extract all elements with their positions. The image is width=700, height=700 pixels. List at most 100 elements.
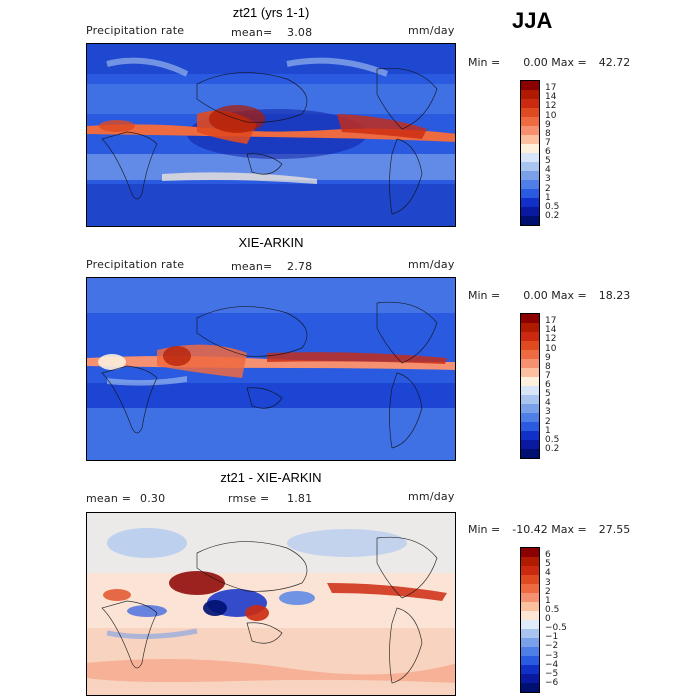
colorbar-swatch — [521, 171, 539, 180]
panel-1-min-value: 0.00 — [523, 56, 548, 69]
panel-3-title: zt21 - XIE-ARKIN — [220, 470, 322, 485]
panel-2-min-label: Min = — [468, 289, 501, 302]
colorbar-swatch — [521, 81, 539, 90]
colorbar-tick-label: 6 — [545, 147, 551, 157]
panel-3-mean-value: 0.30 — [140, 492, 166, 505]
colorbar-swatch — [521, 386, 539, 395]
colorbar-tick-label: 14 — [545, 92, 557, 103]
colorbar-swatch — [521, 665, 539, 674]
panel-3-rmse-label: rmse = — [228, 492, 270, 505]
panel-3-max-value: 27.55 — [598, 523, 631, 536]
colorbar-tick-label: 0.5 — [545, 434, 560, 445]
colorbar-swatch — [521, 395, 539, 404]
colorbar-tick-label: 14 — [545, 325, 557, 336]
colorbar-tick-label: 6 — [545, 380, 551, 390]
panel-3-min-label: Min = — [468, 523, 501, 536]
panel-1-max-value: 42.72 — [598, 56, 631, 69]
colorbar-swatch — [521, 180, 539, 189]
colorbar-swatch — [521, 575, 539, 584]
panel-1-mean-value: 3.08 — [287, 26, 313, 39]
colorbar-swatch — [521, 216, 539, 225]
panel-1-units: mm/day — [408, 24, 455, 37]
colorbar-swatch — [521, 422, 539, 431]
colorbar-tick-label: 0.5 — [545, 201, 560, 212]
colorbar-swatch — [521, 108, 539, 117]
colorbar-swatch — [521, 377, 539, 386]
colorbar-tick-label: −1 — [545, 632, 559, 643]
colorbar-tick-label: −3 — [545, 650, 559, 661]
panel-3-mean-label: mean = — [86, 492, 132, 505]
colorbar-tick-label: 5 — [545, 559, 551, 570]
colorbar-swatch — [521, 90, 539, 99]
colorbar-tick-label: 9 — [545, 352, 551, 363]
colorbar-swatch — [521, 566, 539, 575]
panel-1-max-label: Max = — [551, 56, 587, 69]
panel-3-max-label: Max = — [551, 523, 587, 536]
colorbar-tick-label: 3 — [545, 174, 551, 185]
panel-3-rmse-value: 1.81 — [287, 492, 313, 505]
panel-1-min-label: Min = — [468, 56, 501, 69]
colorbar-swatch — [521, 323, 539, 332]
panel-2-colorbar — [520, 313, 540, 459]
colorbar-swatch — [521, 584, 539, 593]
panel-3-min-value: -10.42 — [512, 523, 548, 536]
colorbar-tick-label: 9 — [545, 119, 551, 130]
colorbar-swatch — [521, 602, 539, 611]
season-label: JJA — [512, 8, 553, 33]
colorbar-tick-label: 12 — [545, 334, 557, 345]
panel-3-colorbar — [520, 547, 540, 693]
colorbar-tick-label: 4 — [545, 398, 551, 409]
colorbar-tick-label: 7 — [545, 370, 551, 381]
colorbar-swatch — [521, 440, 539, 449]
colorbar-swatch — [521, 198, 539, 207]
colorbar-swatch — [521, 144, 539, 153]
panel-1-colorbar — [520, 80, 540, 226]
panel-2-mean-label: mean= — [231, 260, 273, 273]
colorbar-tick-label: −2 — [545, 641, 559, 652]
panel-1-mean-label: mean= — [231, 26, 273, 39]
panel-2-minmax: Min = 0.00 Max = 18.23 — [468, 289, 630, 302]
colorbar-swatch — [521, 117, 539, 126]
colorbar-swatch — [521, 189, 539, 198]
colorbar-swatch — [521, 593, 539, 602]
colorbar-swatch — [521, 656, 539, 665]
colorbar-swatch — [521, 126, 539, 135]
colorbar-swatch — [521, 314, 539, 323]
colorbar-swatch — [521, 207, 539, 216]
colorbar-tick-label: 3 — [545, 577, 551, 588]
panel-1-variable: Precipitation rate — [86, 24, 185, 37]
panel-2-title: XIE-ARKIN — [238, 235, 304, 250]
colorbar-swatch — [521, 99, 539, 108]
panel-3-units: mm/day — [408, 490, 455, 503]
colorbar-tick-label: 4 — [545, 165, 551, 176]
colorbar-tick-label: 8 — [545, 128, 551, 139]
colorbar-swatch — [521, 404, 539, 413]
colorbar-tick-label: 8 — [545, 361, 551, 372]
colorbar-tick-label: −5 — [545, 668, 559, 679]
panel-2-units: mm/day — [408, 258, 455, 271]
colorbar-tick-label: 4 — [545, 568, 551, 579]
colorbar-tick-label: 12 — [545, 101, 557, 112]
colorbar-swatch — [521, 413, 539, 422]
colorbar-tick-label: 2 — [545, 586, 551, 597]
colorbar-swatch — [521, 135, 539, 144]
colorbar-tick-label: 10 — [545, 110, 557, 121]
panel-2-max-value: 18.23 — [598, 289, 631, 302]
colorbar-tick-label: 6 — [545, 550, 551, 561]
colorbar-tick-label: −6 — [545, 677, 559, 688]
colorbar-swatch — [521, 674, 539, 683]
colorbar-tick-label: 2 — [545, 416, 551, 427]
colorbar-tick-label: 17 — [545, 316, 557, 327]
colorbar-swatch — [521, 548, 539, 557]
colorbar-tick-label: 0.5 — [545, 604, 560, 615]
colorbar-tick-label: 5 — [545, 389, 551, 400]
colorbar-swatch — [521, 620, 539, 629]
panel-1-minmax: Min = 0.00 Max = 42.72 — [468, 56, 630, 69]
panel-1-map — [86, 43, 456, 227]
colorbar-tick-label: 5 — [545, 156, 551, 167]
colorbar-tick-label: −0.5 — [545, 623, 567, 634]
colorbar-tick-label: −4 — [545, 659, 559, 670]
panel-2-min-value: 0.00 — [523, 289, 548, 302]
panel-2-variable: Precipitation rate — [86, 258, 185, 271]
colorbar-swatch — [521, 162, 539, 171]
